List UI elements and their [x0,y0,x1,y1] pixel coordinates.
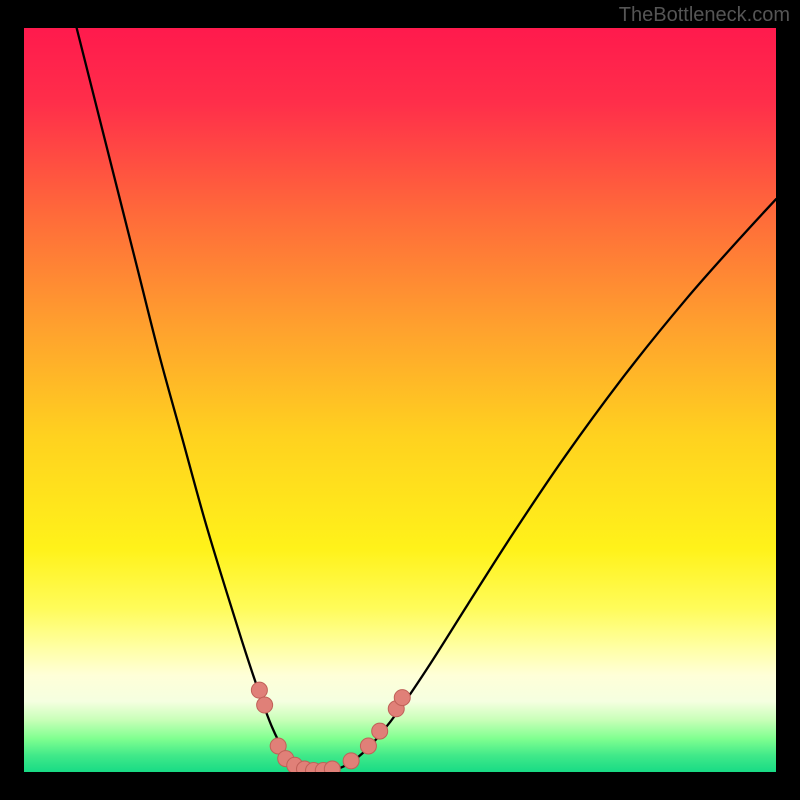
data-marker [251,682,267,698]
data-marker [372,723,388,739]
data-marker [324,761,340,772]
chart-svg [24,28,776,772]
chart-background [24,28,776,772]
data-marker [257,697,273,713]
watermark-label: TheBottleneck.com [619,4,790,27]
bottleneck-chart [24,28,776,772]
data-marker [360,738,376,754]
data-marker [343,753,359,769]
data-marker [394,690,410,706]
